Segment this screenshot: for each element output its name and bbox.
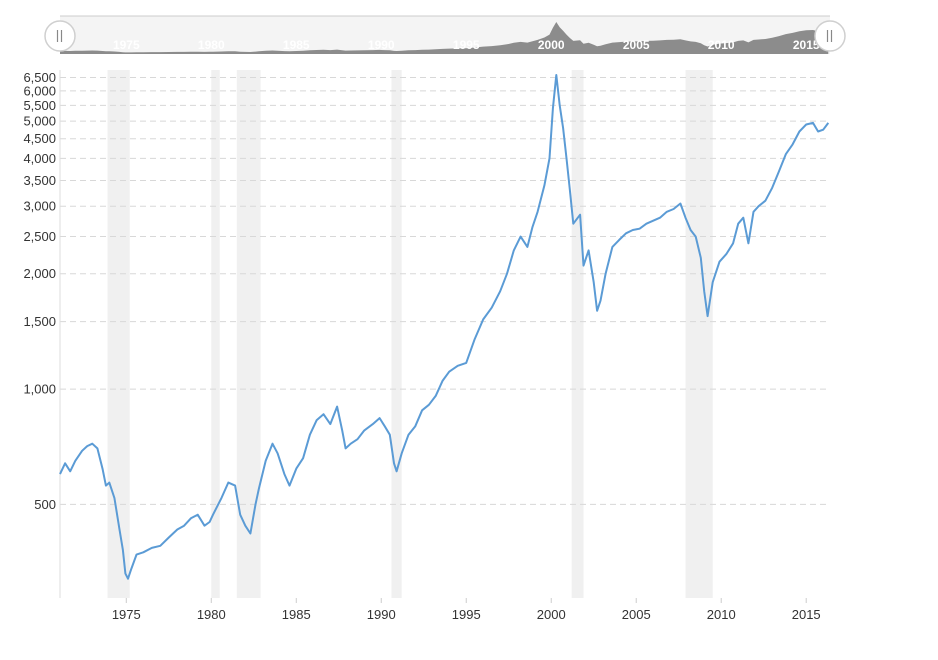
x-tick-label: 2000	[537, 607, 566, 622]
recession-band	[571, 70, 584, 598]
y-tick-label: 6,000	[23, 83, 56, 98]
navigator-right-handle[interactable]	[814, 20, 846, 52]
y-tick-label: 6,500	[23, 70, 56, 85]
x-tick-label: 1980	[197, 607, 226, 622]
y-tick-label: 1,500	[23, 314, 56, 329]
y-tick-label: 3,500	[23, 173, 56, 188]
left-handle-icon	[56, 30, 63, 42]
y-tick-label: 5,000	[23, 114, 56, 129]
recession-band	[211, 70, 220, 598]
navigator-tick-label: 1985	[283, 38, 310, 52]
navigator-left-handle[interactable]	[44, 20, 76, 52]
recession-band	[107, 70, 130, 598]
y-tick-label: 4,000	[23, 151, 56, 166]
y-tick-label: 1,000	[23, 382, 56, 397]
x-tick-label: 1985	[282, 607, 311, 622]
navigator-tick-label: 2015	[793, 38, 820, 52]
navigator-tick-label: 1995	[453, 38, 480, 52]
navigator-tick-label: 2010	[708, 38, 735, 52]
y-tick-label: 2,500	[23, 229, 56, 244]
navigator-ticks: 1975 1980 1985 1990 1995 2000 2005 2010 2015	[113, 38, 820, 52]
y-axis-ticks: 500 1,000 1,500 2,000 2,500 3,000 3,500 4,000 4,…	[23, 70, 56, 512]
y-tick-label: 4,500	[23, 131, 56, 146]
x-tick-label: 2005	[622, 607, 651, 622]
plot-area: 500 1,000 1,500 2,000 2,500 3,000 3,500 4,000 4,…	[23, 70, 830, 622]
y-tick-label: 2,000	[23, 266, 56, 281]
x-tick-label: 1995	[452, 607, 481, 622]
x-axis-ticks: 1975 1980 1985 1990 1995 2000 2005 2010 2015	[112, 598, 821, 622]
right-handle-icon	[826, 30, 833, 42]
x-tick-label: 1975	[112, 607, 141, 622]
navigator-tick-label: 1980	[198, 38, 225, 52]
x-tick-label: 1990	[367, 607, 396, 622]
x-tick-label: 2015	[792, 607, 821, 622]
y-tick-label: 3,000	[23, 199, 56, 214]
navigator-tick-label: 1990	[368, 38, 395, 52]
recession-band	[391, 70, 402, 598]
recession-band	[236, 70, 261, 598]
recession-bands	[107, 70, 713, 598]
gridlines	[60, 77, 830, 505]
x-tick-label: 2010	[707, 607, 736, 622]
y-tick-label: 500	[34, 497, 56, 512]
navigator-area	[60, 22, 829, 54]
range-navigator[interactable]: 1975 1980 1985 1990 1995 2000 2005 2010 2015	[44, 15, 846, 54]
series-line	[59, 74, 830, 580]
navigator-tick-label: 2000	[538, 38, 565, 52]
recession-band	[685, 70, 713, 598]
navigator-tick-label: 2005	[623, 38, 650, 52]
y-tick-label: 5,500	[23, 98, 56, 113]
navigator-tick-label: 1975	[113, 38, 140, 52]
